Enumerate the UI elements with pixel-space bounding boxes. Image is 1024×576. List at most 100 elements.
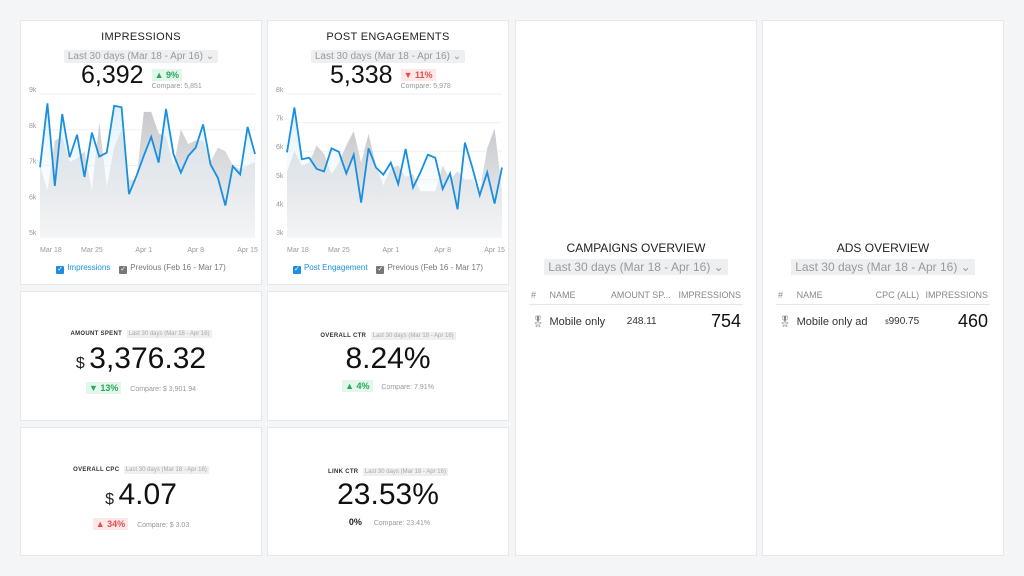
impressions: 460 <box>957 311 988 331</box>
y-tick-label: 5k <box>29 230 37 237</box>
y-tick-label: 3k <box>276 230 284 237</box>
impressions: 754 <box>710 311 741 331</box>
cpc-value: 990.75 <box>888 316 920 327</box>
column-header[interactable]: NAME <box>794 286 873 305</box>
kpi-title: OVERALL CPC <box>73 467 120 473</box>
column-header[interactable]: IMPRESSIONS <box>921 286 990 305</box>
x-tick-label: Apr 15 <box>237 247 258 254</box>
card-title: POST ENGAGEMENTS <box>326 31 450 43</box>
post-engagements-chart: 3k 4k 5k 6k 7k 8k Mar 18 Mar 25 Apr 1 Apr 8 Apr 15 <box>276 87 505 254</box>
kpi-title: OVERALL CTR <box>320 333 367 339</box>
table-row[interactable]: 🎖︎ Mobile only ad $990.75 460 <box>776 305 990 339</box>
date-range-dropdown[interactable]: Last 30 days (Mar 18 - Apr 16) <box>126 330 212 338</box>
checkbox-icon: ✓ <box>119 266 128 274</box>
x-tick-label: Apr 1 <box>135 247 152 254</box>
compare-text: Compare: $ 3,901.94 <box>130 386 197 393</box>
table-row[interactable]: 🎖︎ Mobile only 248.11 754 <box>529 305 743 339</box>
y-tick-label: 6k <box>29 194 37 201</box>
date-range-label: Last 30 days (Mar 18 - Apr 16) <box>67 51 203 62</box>
medal-icon: 🎖︎ <box>531 316 545 328</box>
x-tick-label: Mar 18 <box>287 247 309 254</box>
post-engagements-card: POST ENGAGEMENTS Last 30 days (Mar 18 - … <box>267 20 509 285</box>
date-range-dropdown[interactable]: Last 30 days (Mar 18 - Apr 16) <box>370 332 456 340</box>
x-tick-label: Mar 25 <box>81 247 103 254</box>
date-range-dropdown[interactable]: Last 30 days (Mar 18 - Apr 16) ⌄ <box>63 50 219 63</box>
metric-value: 5,338 <box>330 61 393 89</box>
change-badge: ▲ 4% <box>342 380 373 392</box>
ads-table: # NAME CPC (ALL) IMPRESSIONS 🎖︎ Mobile only … <box>776 286 990 338</box>
date-range-dropdown[interactable]: Last 30 days (Mar 18 - Apr 16) ⌄ <box>544 259 728 275</box>
date-range-label: Last 30 days (Mar 18 - Apr 16) <box>314 51 450 62</box>
kpi-title: LINK CTR <box>328 469 359 475</box>
current-series-area <box>40 103 255 237</box>
chevron-down-icon: ⌄ <box>960 260 971 274</box>
card-title: CAMPAIGNS OVERVIEW <box>566 241 706 255</box>
overall-cpc-card: OVERALL CPC Last 30 days (Mar 18 - Apr 1… <box>20 427 262 556</box>
x-tick-label: Mar 25 <box>328 247 350 254</box>
x-tick-label: Apr 8 <box>187 247 204 254</box>
current-series-line <box>39 103 256 206</box>
legend-current[interactable]: ✓ Impressions <box>56 263 111 274</box>
campaigns-table: # NAME AMOUNT SP... IMPRESSIONS 🎖︎ Mobile on… <box>529 286 743 338</box>
date-range-dropdown[interactable]: Last 30 days (Mar 18 - Apr 16) ⌄ <box>310 50 466 63</box>
y-tick-label: 7k <box>29 159 37 166</box>
metric-value: 3,376.32 <box>89 342 207 375</box>
currency-symbol: $ <box>885 320 889 326</box>
y-tick-label: 5k <box>276 173 284 180</box>
chevron-down-icon: ⌄ <box>205 51 215 62</box>
link-ctr-card: LINK CTR Last 30 days (Mar 18 - Apr 16) … <box>267 427 509 556</box>
impressions-chart: 5k 6k 7k 8k 9k Mar 18 Mar 25 Apr 1 Apr 8 Apr 15 <box>29 87 258 254</box>
current-series-line <box>286 107 503 210</box>
column-header[interactable]: CPC (ALL) <box>872 286 922 305</box>
card-title: ADS OVERVIEW <box>836 241 930 255</box>
column-header: # <box>529 286 548 305</box>
campaigns-overview-card: CAMPAIGNS OVERVIEW Last 30 days (Mar 18 … <box>515 20 757 556</box>
change-badge: 0% <box>348 517 362 527</box>
amount-spent: 248.11 <box>626 316 657 327</box>
legend-previous-label: Previous (Feb 16 - Mar 17) <box>387 263 484 272</box>
chevron-down-icon: ⌄ <box>713 260 724 274</box>
date-range-label: Last 30 days (Mar 18 - Apr 16) <box>548 260 711 274</box>
y-tick-label: 6k <box>276 144 284 151</box>
metric-value: 6,392 <box>81 61 144 89</box>
ad-name: Mobile only ad <box>796 315 868 328</box>
date-range-dropdown[interactable]: Last 30 days (Mar 18 - Apr 16) ⌄ <box>791 259 975 275</box>
legend-current-label: Impressions <box>67 263 111 272</box>
compare-text: Compare: 23.41% <box>373 520 431 527</box>
metric-value: 8.24% <box>345 342 431 375</box>
legend-current[interactable]: ✓ Post Engagement <box>292 263 368 274</box>
checkbox-icon: ✓ <box>56 266 65 274</box>
card-title: IMPRESSIONS <box>101 31 181 43</box>
date-range-dropdown[interactable]: Last 30 days (Mar 18 - Apr 16) <box>123 466 209 474</box>
compare-text: Compare: 5,851 <box>151 83 202 90</box>
x-tick-label: Mar 18 <box>40 247 62 254</box>
legend-previous[interactable]: ✓ Previous (Feb 16 - Mar 17) <box>119 263 226 274</box>
amount-spent-card: AMOUNT SPENT Last 30 days (Mar 18 - Apr … <box>20 291 262 421</box>
y-tick-label: 8k <box>276 87 284 94</box>
column-header[interactable]: AMOUNT SP... <box>608 286 675 305</box>
legend-previous[interactable]: ✓ Previous (Feb 16 - Mar 17) <box>376 263 484 274</box>
legend-previous-label: Previous (Feb 16 - Mar 17) <box>130 263 226 272</box>
x-tick-label: Apr 8 <box>434 247 451 254</box>
date-range-dropdown[interactable]: Last 30 days (Mar 18 - Apr 16) <box>362 468 448 476</box>
overall-ctr-card: OVERALL CTR Last 30 days (Mar 18 - Apr 1… <box>267 291 509 421</box>
campaign-name: Mobile only <box>549 315 606 328</box>
checkbox-icon: ✓ <box>292 266 301 274</box>
column-header: # <box>776 286 795 305</box>
metric-value: 4.07 <box>118 478 177 511</box>
current-series-area <box>287 107 502 237</box>
y-tick-label: 8k <box>29 123 37 130</box>
y-tick-label: 9k <box>29 87 37 94</box>
change-badge: ▼ 11% <box>400 69 436 81</box>
metric-value: 23.53% <box>337 478 439 511</box>
change-badge: ▲ 9% <box>151 69 182 81</box>
change-badge: ▼ 13% <box>85 382 122 394</box>
column-header[interactable]: NAME <box>547 286 609 305</box>
column-header[interactable]: IMPRESSIONS <box>674 286 743 305</box>
chevron-down-icon: ⌄ <box>452 51 462 62</box>
compare-text: Compare: $ 3.03 <box>137 522 190 529</box>
checkbox-icon: ✓ <box>376 266 385 274</box>
date-range-label: Last 30 days (Mar 18 - Apr 16) <box>795 260 958 274</box>
legend-current-label: Post Engagement <box>303 263 368 272</box>
currency-symbol: $ <box>105 491 115 508</box>
